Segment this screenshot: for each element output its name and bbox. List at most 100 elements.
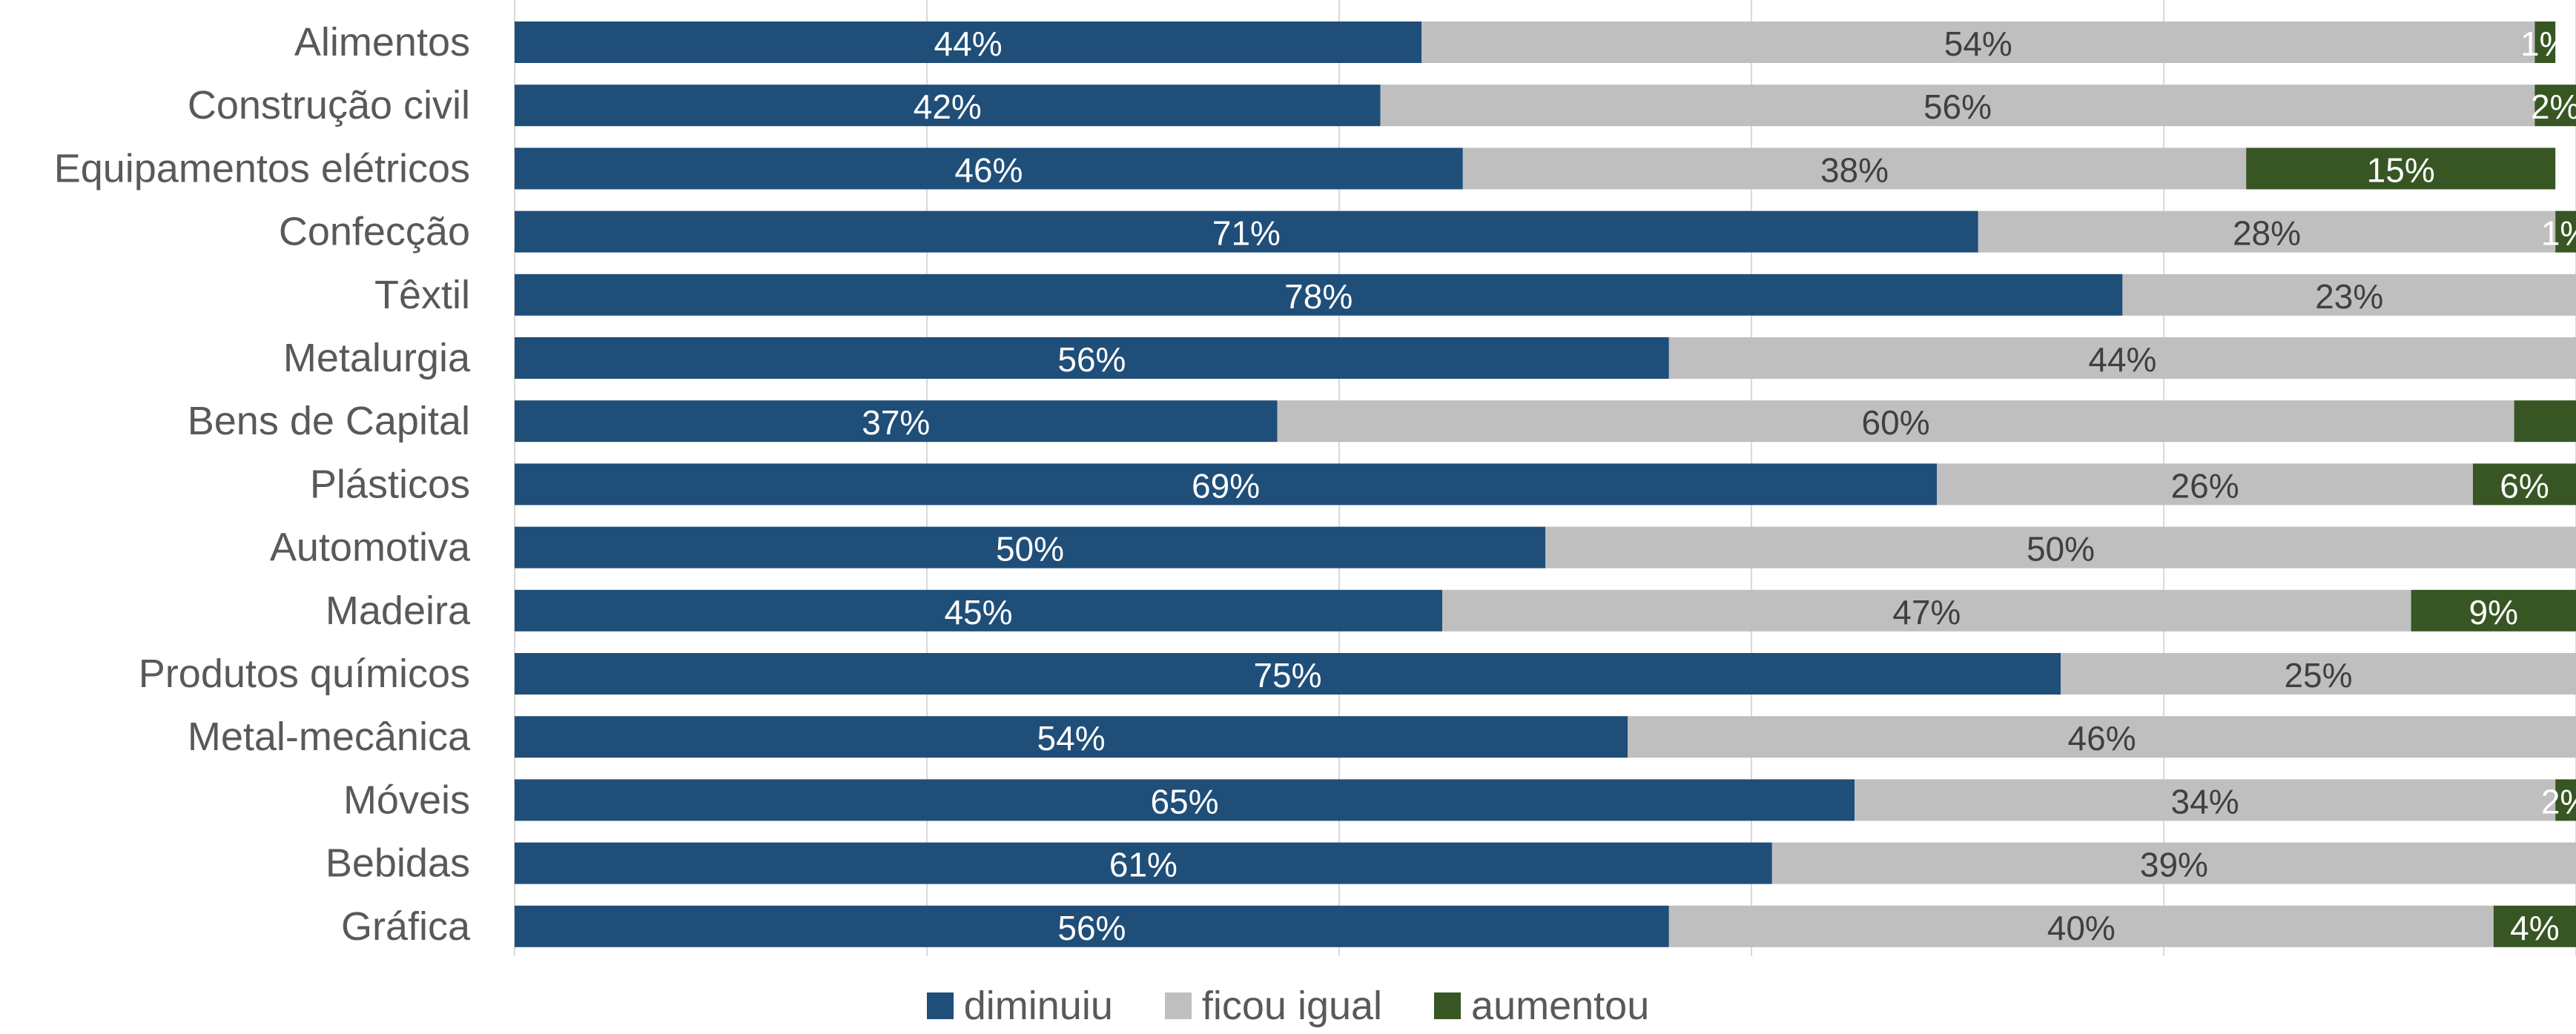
bar-segment-ficou-igual xyxy=(1668,337,2576,379)
data-label: 56% xyxy=(1923,87,1992,126)
category-label: Bebidas xyxy=(326,841,470,886)
category-labels: Alimentos Construção civil Equipamentos el… xyxy=(54,20,471,949)
data-label: 44% xyxy=(934,24,1003,63)
data-label: 78% xyxy=(1284,277,1353,316)
data-label: 61% xyxy=(1109,846,1178,884)
category-label: Automotiva xyxy=(270,526,471,570)
category-label: Bens de Capital xyxy=(188,399,470,443)
data-label: 38% xyxy=(1820,150,1889,189)
bar-segment-diminuiu xyxy=(515,779,1855,821)
bar-segment-aumentou xyxy=(2514,400,2576,443)
category-label: Plásticos xyxy=(310,462,470,506)
legend-swatch xyxy=(926,992,954,1019)
data-label: 44% xyxy=(2088,340,2156,379)
legend-label: aumentou xyxy=(1471,984,1650,1028)
data-label: 23% xyxy=(2315,277,2383,316)
data-label: 2% xyxy=(2531,87,2576,126)
bar-segment-ficou-igual xyxy=(1277,400,2514,443)
bar-segment-diminuiu xyxy=(515,84,1381,127)
data-label: 69% xyxy=(1192,466,1260,505)
bar-segment-ficou-igual xyxy=(1978,211,2556,253)
data-label: 46% xyxy=(2068,719,2136,758)
bar-segment-ficou-igual xyxy=(2122,274,2576,316)
data-label: 71% xyxy=(1212,214,1281,253)
bar-segment-aumentou xyxy=(2246,148,2556,190)
bar-segment-diminuiu xyxy=(515,463,1938,506)
data-label: 4% xyxy=(2510,909,2559,947)
category-label: Produtos químicos xyxy=(139,652,470,696)
data-label: 65% xyxy=(1150,782,1218,821)
data-label: 37% xyxy=(862,403,930,442)
bar-segment-diminuiu xyxy=(515,274,2123,316)
bar-segment-aumentou xyxy=(2473,463,2576,506)
data-label: 40% xyxy=(2047,909,2116,947)
bar-segment-ficou-igual xyxy=(1628,716,2576,758)
bars xyxy=(515,21,2576,947)
bar-segment-diminuiu xyxy=(515,716,1628,758)
bar-segment-ficou-igual xyxy=(2061,653,2576,695)
legend: diminuiu ficou igual aumentou xyxy=(0,980,2576,1032)
bar-segment-ficou-igual xyxy=(1442,589,2411,632)
category-label: Metalurgia xyxy=(283,336,471,380)
data-label: 1% xyxy=(2541,214,2576,253)
category-label: Madeira xyxy=(326,589,471,633)
category-label: Gráfica xyxy=(341,904,471,949)
data-label: 47% xyxy=(1892,593,1961,632)
bar-segment-diminuiu xyxy=(515,653,2061,695)
bar-segment-ficou-igual xyxy=(1421,21,2535,63)
bar-segment-ficou-igual xyxy=(1668,905,2494,947)
bar-segment-aumentou xyxy=(2555,211,2576,253)
bar-segment-diminuiu xyxy=(515,526,1545,569)
data-label: 50% xyxy=(996,530,1064,569)
bar-segment-ficou-igual xyxy=(1545,526,2576,569)
bar-segment-ficou-igual xyxy=(1771,842,2576,884)
bar-segment-aumentou xyxy=(2555,779,2576,821)
legend-item: diminuiu xyxy=(926,984,1113,1028)
bar-segment-diminuiu xyxy=(515,21,1422,63)
bar-segment-ficou-igual xyxy=(1937,463,2473,506)
data-label: 75% xyxy=(1253,656,1321,695)
value-labels: 44% 54% 1% 42% 56% 2% 46% 38% 15% 71% 28% 1% 78% 23% 5… xyxy=(862,24,2576,947)
data-label: 34% xyxy=(2171,782,2239,821)
category-label: Construção civil xyxy=(188,83,470,127)
data-label: 56% xyxy=(1057,909,1126,947)
data-label: 6% xyxy=(2500,466,2549,505)
data-label: 1% xyxy=(2520,24,2569,63)
data-label: 42% xyxy=(914,87,982,126)
data-label: 54% xyxy=(1037,719,1106,758)
category-label: Metal-mecânica xyxy=(188,715,471,759)
category-label: Confecção xyxy=(279,210,470,254)
data-label: 54% xyxy=(1944,24,2012,63)
bar-segment-diminuiu xyxy=(515,148,1463,190)
bar-segment-diminuiu xyxy=(515,842,1772,884)
bar-segment-aumentou xyxy=(2534,21,2556,63)
data-label: 60% xyxy=(1862,403,1930,442)
legend-item: aumentou xyxy=(1434,986,1649,1026)
data-label: 26% xyxy=(2171,466,2239,505)
bar-segment-diminuiu xyxy=(515,589,1442,632)
bar-segment-aumentou xyxy=(2493,905,2576,947)
category-label: Têxtil xyxy=(374,273,470,317)
bar-segment-ficou-igual xyxy=(1462,148,2247,190)
bar-segment-diminuiu xyxy=(515,400,1278,443)
category-label: Equipamentos elétricos xyxy=(54,146,470,190)
bar-segment-ficou-igual xyxy=(1380,84,2535,127)
data-label: 39% xyxy=(2140,846,2208,884)
data-label: 15% xyxy=(2367,150,2435,189)
category-label: Móveis xyxy=(343,778,470,822)
data-label: 50% xyxy=(2027,530,2095,569)
bar-segment-aumentou xyxy=(2534,84,2576,127)
bar-segment-aumentou xyxy=(2411,589,2576,632)
data-label: 46% xyxy=(954,150,1023,189)
data-label: 25% xyxy=(2284,656,2352,695)
bar-segment-ficou-igual xyxy=(1855,779,2556,821)
legend-swatch xyxy=(1164,992,1192,1019)
data-label: 28% xyxy=(2233,214,2301,253)
data-label: 56% xyxy=(1057,340,1126,379)
bar-segment-diminuiu xyxy=(515,211,1978,253)
legend-swatch xyxy=(1434,992,1462,1019)
category-label: Alimentos xyxy=(294,20,470,64)
legend-item: ficou igual xyxy=(1164,986,1382,1026)
legend-label: diminuiu xyxy=(963,984,1113,1028)
